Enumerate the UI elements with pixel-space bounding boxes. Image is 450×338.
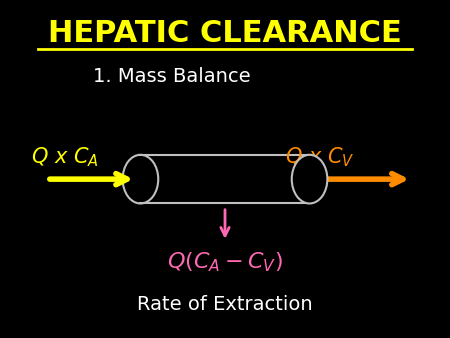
Text: Rate of Extraction: Rate of Extraction <box>137 295 313 314</box>
Ellipse shape <box>292 155 327 203</box>
Text: $Q$ x $C_A$: $Q$ x $C_A$ <box>32 145 99 169</box>
Text: $Q(C_A - C_V)$: $Q(C_A - C_V)$ <box>167 250 283 274</box>
Ellipse shape <box>123 155 158 203</box>
Text: $Q$ x $C_V$: $Q$ x $C_V$ <box>285 145 355 169</box>
Text: 1. Mass Balance: 1. Mass Balance <box>93 67 250 86</box>
Text: HEPATIC CLEARANCE: HEPATIC CLEARANCE <box>48 19 402 48</box>
FancyBboxPatch shape <box>140 155 310 203</box>
